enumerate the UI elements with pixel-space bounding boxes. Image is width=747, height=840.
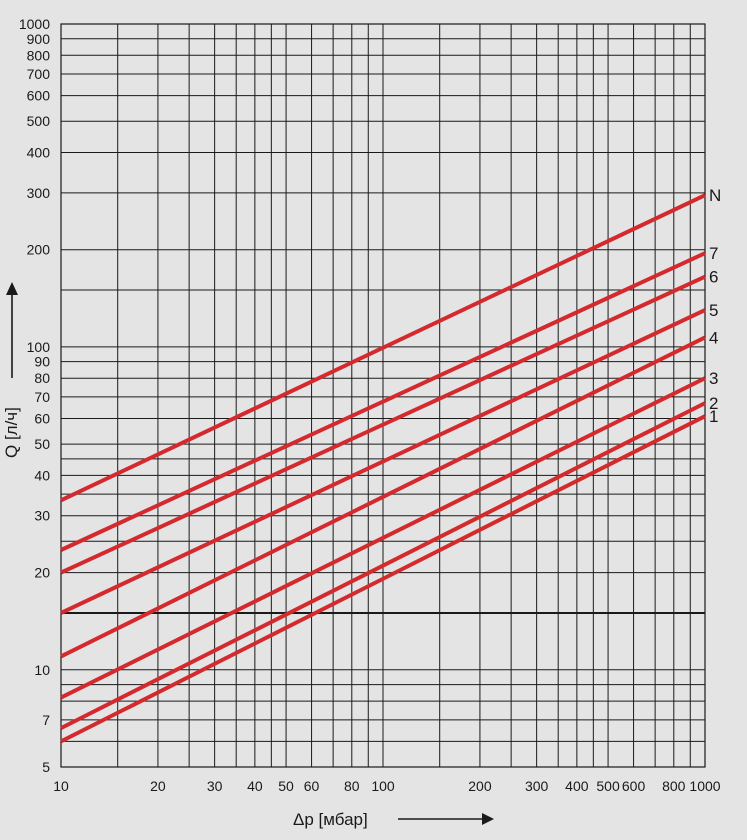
y-tick-label: 400 <box>27 144 51 160</box>
x-tick-label: 1000 <box>689 778 720 794</box>
y-tick-label: 600 <box>27 88 51 104</box>
x-tick-label: 10 <box>53 778 69 794</box>
x-axis-arrow-icon <box>398 813 494 825</box>
x-tick-label: 800 <box>662 778 686 794</box>
series-line-7 <box>60 251 706 552</box>
y-tick-label: 1000 <box>19 16 50 32</box>
x-tick-label: 200 <box>468 778 492 794</box>
x-tick-label: 20 <box>150 778 166 794</box>
series-line-6 <box>60 274 706 575</box>
x-tick-label: 600 <box>622 778 646 794</box>
series-label-3: 3 <box>709 369 718 388</box>
x-tick-label: 100 <box>371 778 395 794</box>
y-tick-label: 60 <box>34 411 50 427</box>
y-tick-label: 70 <box>34 389 50 405</box>
series-label-7: 7 <box>709 244 718 263</box>
y-tick-label: 700 <box>27 66 51 82</box>
y-tick-label: 300 <box>27 185 51 201</box>
series-line-1 <box>60 414 706 744</box>
x-tick-label: 40 <box>247 778 263 794</box>
series-label-2: 2 <box>709 394 718 413</box>
series-line-N <box>60 193 706 503</box>
plot-frame <box>60 23 706 768</box>
x-tick-label: 400 <box>565 778 589 794</box>
x-tick-label: 30 <box>207 778 223 794</box>
y-tick-label: 30 <box>34 508 50 524</box>
y-tick-label: 10 <box>34 662 50 678</box>
y-tick-label: 200 <box>27 242 51 258</box>
series-label-4: 4 <box>709 328 718 347</box>
y-tick-label: 80 <box>34 370 50 386</box>
y-tick-label: 50 <box>34 436 50 452</box>
series-label-6: 6 <box>709 268 718 287</box>
y-tick-label: 800 <box>27 47 51 63</box>
x-tick-label: 60 <box>304 778 320 794</box>
y-tick-label: 900 <box>27 31 51 47</box>
series-label-1: 1 <box>709 407 718 426</box>
series-line-2 <box>60 401 706 730</box>
y-tick-label: 90 <box>34 354 50 370</box>
x-tick-label: 500 <box>596 778 620 794</box>
x-tick-label: 300 <box>525 778 549 794</box>
y-tick-label: 500 <box>27 113 51 129</box>
series-line-4 <box>60 335 706 659</box>
y-tick-label: 20 <box>34 565 50 581</box>
y-tick-label: 100 <box>27 339 51 355</box>
series-line-3 <box>60 376 706 700</box>
y-axis-arrow-icon <box>6 282 18 378</box>
x-axis-title: Δp [мбар] <box>293 810 368 829</box>
grid-layer <box>60 23 706 768</box>
y-axis-title: Q [л/ч] <box>2 407 21 458</box>
x-tick-label: 50 <box>278 778 294 794</box>
y-tick-label: 5 <box>42 759 50 775</box>
series-line-5 <box>60 308 706 615</box>
y-tick-label: 7 <box>42 712 50 728</box>
y-tick-label: 40 <box>34 467 50 483</box>
series-label-5: 5 <box>709 301 718 320</box>
series-layer <box>60 193 706 744</box>
x-tick-label: 80 <box>344 778 360 794</box>
series-label-N: N <box>709 186 721 205</box>
